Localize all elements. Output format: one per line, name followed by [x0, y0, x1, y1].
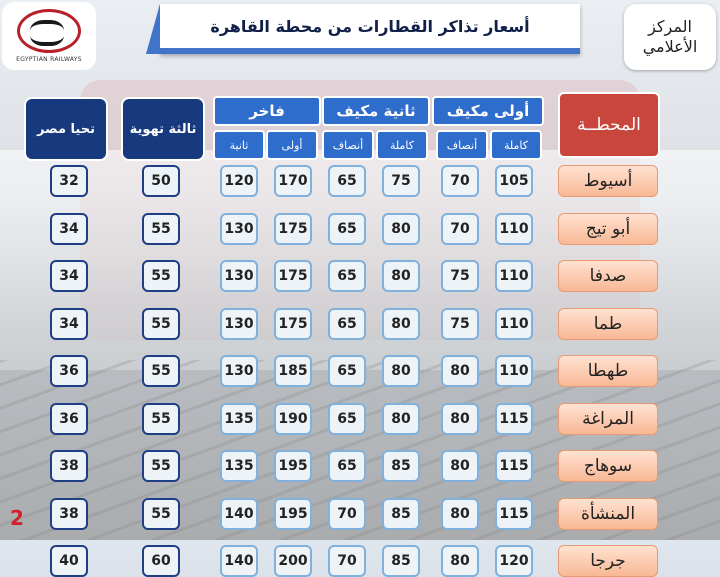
cell-third-ventilated: 55 — [142, 213, 180, 245]
cell-fakher-second: 140 — [220, 545, 258, 577]
header-fakher: فاخر — [213, 96, 321, 126]
cell-second-ac-half: 65 — [328, 403, 366, 435]
station-name: طهطا — [558, 355, 658, 387]
cell-tahya-misr: 38 — [50, 450, 88, 482]
cell-first-ac-full: 115 — [495, 403, 533, 435]
cell-second-ac-half: 70 — [328, 545, 366, 577]
station-name: المراغة — [558, 403, 658, 435]
station-name: جرجا — [558, 545, 658, 577]
cell-first-ac-full: 115 — [495, 450, 533, 482]
cell-fakher-first: 175 — [274, 260, 312, 292]
cell-second-ac-full: 80 — [382, 213, 420, 245]
cell-fakher-first: 170 — [274, 165, 312, 197]
cell-second-ac-full: 85 — [382, 450, 420, 482]
cell-tahya-misr: 40 — [50, 545, 88, 577]
station-name: المنشأة — [558, 498, 658, 530]
cell-second-ac-half: 65 — [328, 260, 366, 292]
station-name: أسيوط — [558, 165, 658, 197]
station-name: أبو تيج — [558, 213, 658, 245]
subheader-second-half: أنصاف — [322, 130, 374, 160]
cell-fakher-second: 135 — [220, 450, 258, 482]
cell-second-ac-half: 70 — [328, 498, 366, 530]
media-center-badge: المركز الأعلامي — [624, 4, 716, 70]
header-second-ac: ثانية مكيف — [322, 96, 430, 126]
cell-first-ac-full: 105 — [495, 165, 533, 197]
subheader-second-full: كاملة — [376, 130, 428, 160]
cell-fakher-first: 195 — [274, 450, 312, 482]
cell-second-ac-full: 75 — [382, 165, 420, 197]
cell-first-ac-half: 75 — [441, 260, 479, 292]
cell-fakher-second: 130 — [220, 355, 258, 387]
cell-third-ventilated: 55 — [142, 355, 180, 387]
cell-first-ac-full: 110 — [495, 260, 533, 292]
cell-fakher-second: 130 — [220, 213, 258, 245]
cell-third-ventilated: 55 — [142, 403, 180, 435]
cell-second-ac-full: 85 — [382, 498, 420, 530]
cell-third-ventilated: 55 — [142, 260, 180, 292]
cell-fakher-first: 200 — [274, 545, 312, 577]
cell-third-ventilated: 55 — [142, 498, 180, 530]
cell-fakher-second: 135 — [220, 403, 258, 435]
header-station: المحطــة — [558, 92, 660, 158]
cell-tahya-misr: 34 — [50, 213, 88, 245]
cell-first-ac-half: 80 — [441, 450, 479, 482]
cell-fakher-second: 120 — [220, 165, 258, 197]
cell-first-ac-half: 75 — [441, 308, 479, 340]
cell-fakher-second: 130 — [220, 308, 258, 340]
cell-third-ventilated: 60 — [142, 545, 180, 577]
cell-third-ventilated: 50 — [142, 165, 180, 197]
cell-first-ac-half: 80 — [441, 498, 479, 530]
cell-first-ac-full: 110 — [495, 308, 533, 340]
page-number: 2 — [10, 506, 24, 530]
cell-second-ac-half: 65 — [328, 165, 366, 197]
cell-first-ac-half: 70 — [441, 165, 479, 197]
subheader-fakher-first: أولى — [266, 130, 318, 160]
cell-second-ac-half: 65 — [328, 308, 366, 340]
cell-fakher-first: 175 — [274, 213, 312, 245]
railways-logo-icon — [17, 9, 81, 53]
header-first-ac: أولى مكيف — [432, 96, 544, 126]
cell-fakher-first: 175 — [274, 308, 312, 340]
egyptian-railways-logo: EGYPTIAN RAILWAYS — [2, 2, 96, 70]
header-third-ventilated: ثالثة تهوية — [121, 97, 205, 161]
cell-tahya-misr: 38 — [50, 498, 88, 530]
cell-fakher-first: 195 — [274, 498, 312, 530]
station-name: طما — [558, 308, 658, 340]
cell-fakher-second: 140 — [220, 498, 258, 530]
subheader-first-half: أنصاف — [436, 130, 488, 160]
cell-second-ac-half: 65 — [328, 450, 366, 482]
cell-second-ac-half: 65 — [328, 213, 366, 245]
cell-first-ac-full: 110 — [495, 213, 533, 245]
subheader-fakher-second: ثانية — [213, 130, 265, 160]
cell-second-ac-half: 65 — [328, 355, 366, 387]
cell-second-ac-full: 80 — [382, 355, 420, 387]
cell-third-ventilated: 55 — [142, 450, 180, 482]
cell-first-ac-half: 70 — [441, 213, 479, 245]
cell-first-ac-half: 80 — [441, 545, 479, 577]
cell-second-ac-full: 80 — [382, 308, 420, 340]
cell-tahya-misr: 36 — [50, 355, 88, 387]
cell-fakher-second: 130 — [220, 260, 258, 292]
cell-third-ventilated: 55 — [142, 308, 180, 340]
cell-first-ac-full: 120 — [495, 545, 533, 577]
cell-tahya-misr: 34 — [50, 308, 88, 340]
page-title: أسعار تذاكر القطارات من محطة القاهرة — [160, 4, 580, 54]
cell-first-ac-half: 80 — [441, 355, 479, 387]
cell-fakher-first: 185 — [274, 355, 312, 387]
logo-text: EGYPTIAN RAILWAYS — [16, 56, 82, 63]
cell-first-ac-full: 110 — [495, 355, 533, 387]
cell-tahya-misr: 32 — [50, 165, 88, 197]
cell-tahya-misr: 34 — [50, 260, 88, 292]
station-name: صدفا — [558, 260, 658, 292]
cell-fakher-first: 190 — [274, 403, 312, 435]
subheader-first-full: كاملة — [490, 130, 542, 160]
cell-second-ac-full: 80 — [382, 260, 420, 292]
station-name: سوهاج — [558, 450, 658, 482]
cell-second-ac-full: 80 — [382, 403, 420, 435]
cell-first-ac-half: 80 — [441, 403, 479, 435]
cell-tahya-misr: 36 — [50, 403, 88, 435]
header-tahya-misr: تحيا مصر — [24, 97, 108, 161]
cell-first-ac-full: 115 — [495, 498, 533, 530]
cell-second-ac-full: 85 — [382, 545, 420, 577]
